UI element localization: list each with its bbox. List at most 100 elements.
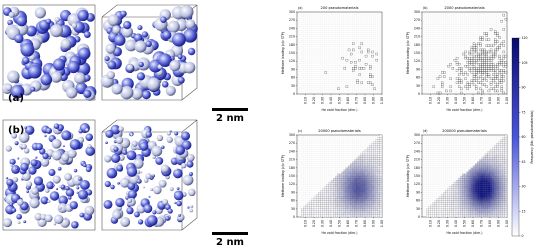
data-cell	[460, 190, 463, 193]
data-cell	[498, 192, 501, 195]
data-cell	[328, 204, 332, 207]
data-cell	[485, 155, 488, 158]
data-cell	[345, 202, 349, 205]
y-tick-label: 300	[289, 133, 295, 137]
y-tick-label: 150	[289, 51, 295, 55]
data-cell	[369, 204, 372, 207]
data-cell	[500, 214, 503, 218]
data-cell	[502, 208, 505, 211]
data-cell	[496, 143, 499, 146]
data-cell	[489, 163, 493, 166]
data-cell	[362, 214, 366, 218]
data-cell	[468, 196, 471, 199]
data-cell	[477, 171, 480, 174]
data-cell	[494, 175, 497, 179]
data-cell	[335, 204, 338, 207]
data-cell	[320, 190, 323, 193]
data-cell	[443, 71, 446, 74]
data-cell	[494, 149, 497, 152]
atom	[119, 177, 130, 188]
data-cell	[326, 212, 329, 215]
data-cell	[500, 182, 503, 185]
data-cell	[364, 149, 368, 152]
data-cell	[498, 214, 501, 218]
data-cell	[502, 173, 505, 177]
data-cell	[449, 190, 452, 193]
data-cell	[479, 188, 482, 191]
data-cell	[352, 175, 355, 179]
data-cell	[466, 186, 469, 189]
data-cell	[504, 137, 508, 140]
data-cell	[337, 175, 340, 179]
data-cell	[492, 163, 495, 166]
data-cell	[330, 180, 334, 183]
data-cell	[362, 190, 366, 193]
data-cell	[347, 208, 351, 211]
data-cell	[496, 149, 499, 152]
data-cell	[492, 214, 495, 218]
data-cell	[496, 151, 499, 154]
data-cell	[369, 180, 372, 183]
data-cell	[492, 73, 495, 76]
data-cell	[483, 159, 486, 162]
data-cell	[434, 206, 437, 209]
data-cell	[345, 194, 349, 197]
data-cell	[341, 204, 344, 207]
data-cell	[362, 184, 366, 187]
data-cell	[487, 175, 491, 179]
data-cell	[481, 171, 484, 174]
data-cell	[468, 208, 471, 211]
atom	[7, 70, 20, 83]
data-cell	[502, 157, 505, 160]
data-cell	[428, 214, 431, 218]
data-cell	[485, 169, 488, 172]
data-cell	[477, 206, 480, 209]
atom	[120, 217, 131, 227]
data-cell	[494, 161, 497, 164]
data-cell	[470, 194, 474, 197]
atom	[69, 139, 81, 150]
data-cell	[498, 54, 501, 58]
data-cell	[313, 198, 317, 201]
data-cell	[464, 200, 467, 203]
data-cell	[337, 188, 340, 191]
data-cell	[492, 87, 495, 91]
data-cell	[354, 214, 357, 218]
data-cell	[335, 212, 338, 215]
data-cell	[313, 200, 317, 203]
data-cell	[328, 200, 332, 203]
data-cell	[341, 173, 344, 177]
data-cell	[322, 196, 325, 199]
data-cell	[343, 212, 346, 215]
data-cell	[460, 212, 463, 215]
data-cell	[379, 141, 383, 144]
atom	[143, 178, 149, 183]
data-cell	[373, 173, 376, 177]
data-cell	[311, 214, 315, 218]
data-cell	[494, 208, 497, 211]
atom	[84, 205, 95, 216]
data-cell	[339, 212, 342, 215]
y-tick-label: 210	[289, 158, 295, 162]
data-cell	[472, 212, 476, 215]
atom	[187, 47, 196, 56]
data-cell	[350, 61, 353, 64]
data-cell	[362, 204, 366, 207]
data-cell	[362, 206, 366, 209]
data-cell	[356, 214, 359, 218]
data-cell	[377, 159, 380, 162]
y-tick-label: 90	[416, 67, 420, 71]
data-cell	[504, 161, 508, 164]
data-cell	[485, 159, 488, 162]
data-cell	[498, 44, 501, 47]
data-cell	[364, 175, 368, 179]
data-cell	[475, 167, 478, 170]
data-cell	[466, 65, 469, 68]
colorbar	[511, 37, 520, 237]
panel-label: (a)	[8, 93, 24, 104]
data-cell	[360, 190, 363, 193]
data-cell	[496, 190, 499, 193]
data-cell	[367, 157, 370, 160]
data-cell	[379, 163, 383, 166]
data-cell	[320, 194, 323, 197]
